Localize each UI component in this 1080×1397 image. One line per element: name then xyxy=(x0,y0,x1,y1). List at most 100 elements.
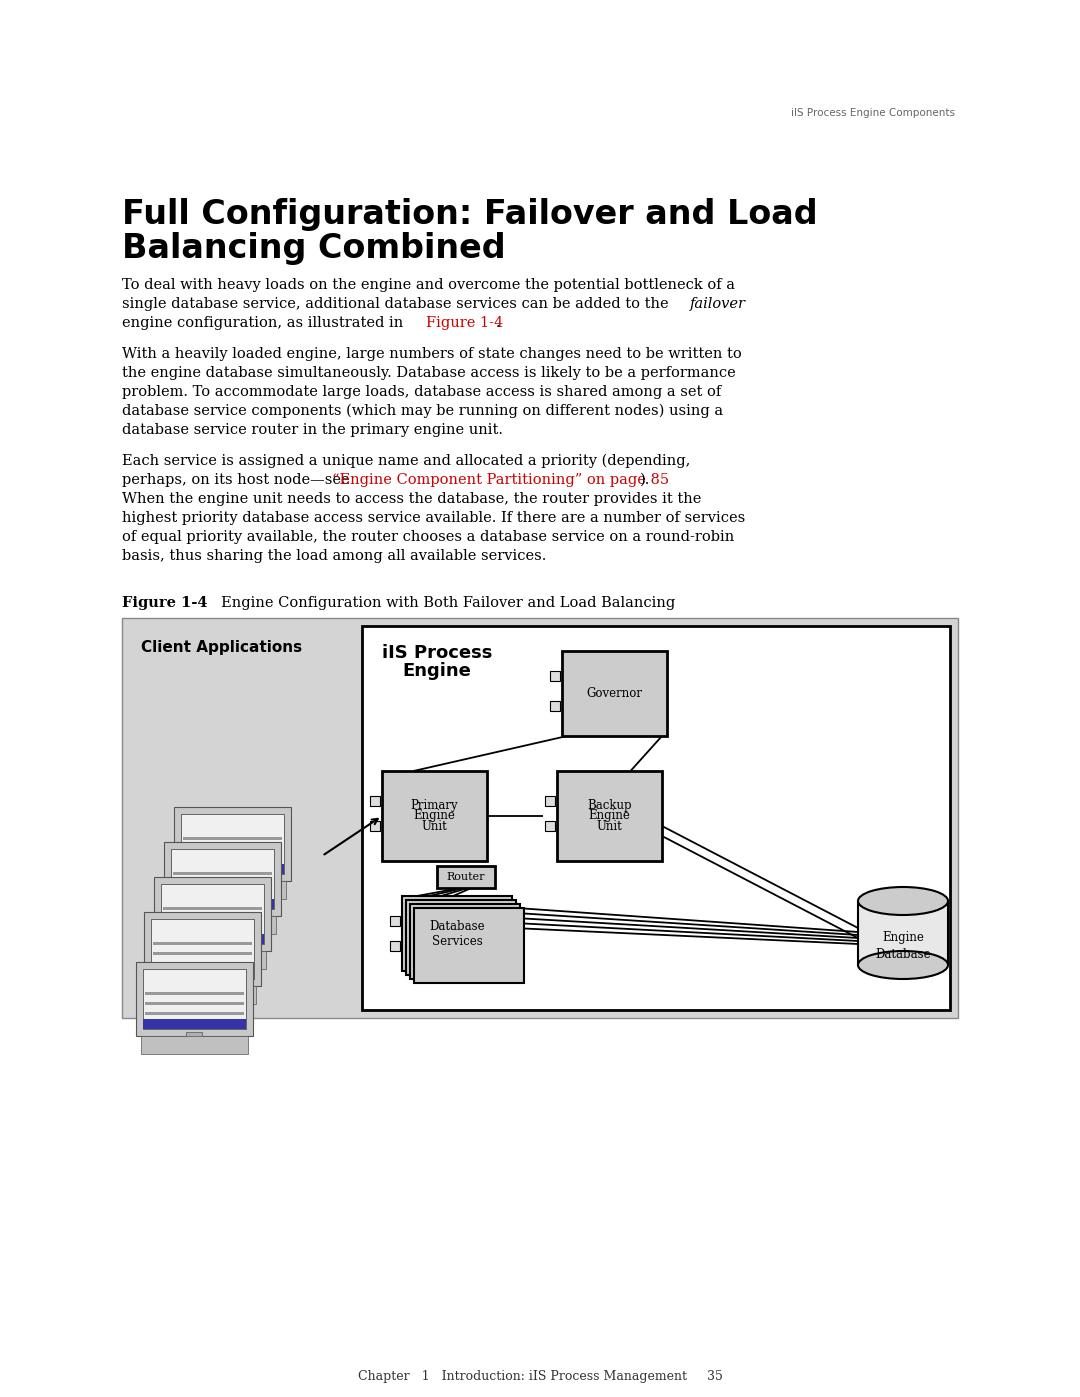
FancyBboxPatch shape xyxy=(164,842,281,916)
FancyBboxPatch shape xyxy=(562,651,667,736)
FancyBboxPatch shape xyxy=(181,863,284,875)
Text: the engine database simultaneously. Database access is likely to be a performanc: the engine database simultaneously. Data… xyxy=(122,366,735,380)
FancyBboxPatch shape xyxy=(163,916,262,921)
FancyBboxPatch shape xyxy=(149,986,256,1004)
FancyBboxPatch shape xyxy=(161,884,264,944)
Text: Chapter   1   Introduction: iIS Process Management     35: Chapter 1 Introduction: iIS Process Mana… xyxy=(357,1370,723,1383)
Text: Balancing Combined: Balancing Combined xyxy=(122,232,505,265)
Text: Each service is assigned a unique name and allocated a priority (depending,: Each service is assigned a unique name a… xyxy=(122,454,690,468)
FancyBboxPatch shape xyxy=(183,837,282,840)
Text: Engine: Engine xyxy=(414,809,456,823)
Text: “Engine Component Partitioning” on page 85: “Engine Component Partitioning” on page … xyxy=(332,474,670,488)
FancyBboxPatch shape xyxy=(183,856,282,861)
FancyBboxPatch shape xyxy=(181,814,284,875)
FancyBboxPatch shape xyxy=(161,935,264,944)
FancyBboxPatch shape xyxy=(136,963,253,1037)
FancyBboxPatch shape xyxy=(145,1011,244,1016)
FancyBboxPatch shape xyxy=(406,900,516,975)
FancyBboxPatch shape xyxy=(153,942,252,944)
FancyBboxPatch shape xyxy=(390,942,400,951)
FancyBboxPatch shape xyxy=(151,919,254,979)
Text: Client Applications: Client Applications xyxy=(141,640,302,655)
Text: Full Configuration: Failover and Load: Full Configuration: Failover and Load xyxy=(122,198,818,231)
Text: database service router in the primary engine unit.: database service router in the primary e… xyxy=(122,423,503,437)
FancyBboxPatch shape xyxy=(153,963,252,965)
Text: When the engine unit needs to access the database, the router provides it the: When the engine unit needs to access the… xyxy=(122,492,701,506)
Text: problem. To accommodate large loads, database access is shared among a set of: problem. To accommodate large loads, dat… xyxy=(122,386,721,400)
Text: .: . xyxy=(496,316,501,330)
FancyBboxPatch shape xyxy=(362,626,950,1010)
Text: Unit: Unit xyxy=(596,820,622,833)
FancyBboxPatch shape xyxy=(557,771,662,861)
FancyBboxPatch shape xyxy=(550,671,561,680)
Text: basis, thus sharing the load among all available services.: basis, thus sharing the load among all a… xyxy=(122,549,546,563)
Text: Unit: Unit xyxy=(421,820,447,833)
Text: Backup: Backup xyxy=(588,799,632,812)
FancyBboxPatch shape xyxy=(183,847,282,849)
FancyBboxPatch shape xyxy=(194,982,210,990)
Text: highest priority database access service available. If there are a number of ser: highest priority database access service… xyxy=(122,511,745,525)
Text: ).: ). xyxy=(640,474,650,488)
Text: Engine: Engine xyxy=(403,662,472,680)
FancyBboxPatch shape xyxy=(141,1037,248,1053)
FancyBboxPatch shape xyxy=(154,877,271,951)
FancyBboxPatch shape xyxy=(370,821,380,831)
Text: Engine: Engine xyxy=(589,809,631,823)
FancyBboxPatch shape xyxy=(163,928,262,930)
FancyBboxPatch shape xyxy=(437,866,495,888)
Text: Engine: Engine xyxy=(882,932,923,944)
FancyBboxPatch shape xyxy=(143,1018,246,1030)
FancyBboxPatch shape xyxy=(163,907,262,909)
FancyBboxPatch shape xyxy=(145,992,244,995)
Ellipse shape xyxy=(858,887,948,915)
FancyBboxPatch shape xyxy=(370,796,380,806)
Text: Services: Services xyxy=(432,935,483,949)
FancyBboxPatch shape xyxy=(153,951,252,956)
Text: database service components (which may be running on different nodes) using a: database service components (which may b… xyxy=(122,404,724,418)
FancyBboxPatch shape xyxy=(174,807,291,882)
Text: engine configuration, as illustrated in: engine configuration, as illustrated in xyxy=(122,316,408,330)
Text: Primary: Primary xyxy=(410,799,458,812)
FancyBboxPatch shape xyxy=(414,908,524,983)
FancyBboxPatch shape xyxy=(214,912,230,921)
FancyBboxPatch shape xyxy=(179,882,286,900)
FancyBboxPatch shape xyxy=(159,951,266,970)
FancyBboxPatch shape xyxy=(858,901,948,965)
Text: perhaps, on its host node—see: perhaps, on its host node—see xyxy=(122,474,354,488)
Text: With a heavily loaded engine, large numbers of state changes need to be written : With a heavily loaded engine, large numb… xyxy=(122,346,742,360)
Text: failover: failover xyxy=(690,298,746,312)
Ellipse shape xyxy=(858,951,948,979)
FancyBboxPatch shape xyxy=(144,912,261,986)
Text: Engine Configuration with Both Failover and Load Balancing: Engine Configuration with Both Failover … xyxy=(198,597,675,610)
FancyBboxPatch shape xyxy=(545,796,555,806)
FancyBboxPatch shape xyxy=(151,970,254,979)
FancyBboxPatch shape xyxy=(382,771,487,861)
FancyBboxPatch shape xyxy=(173,893,272,895)
FancyBboxPatch shape xyxy=(122,617,958,1018)
Text: Governor: Governor xyxy=(586,687,643,700)
FancyBboxPatch shape xyxy=(186,1032,202,1039)
FancyBboxPatch shape xyxy=(168,916,276,935)
Text: Database: Database xyxy=(429,921,485,933)
Text: Database: Database xyxy=(875,949,931,961)
Text: single database service, additional database services can be added to the: single database service, additional data… xyxy=(122,298,673,312)
FancyBboxPatch shape xyxy=(224,877,240,886)
FancyBboxPatch shape xyxy=(402,895,512,971)
FancyBboxPatch shape xyxy=(410,904,519,979)
FancyBboxPatch shape xyxy=(545,821,555,831)
FancyBboxPatch shape xyxy=(173,872,272,875)
FancyBboxPatch shape xyxy=(390,916,400,926)
FancyBboxPatch shape xyxy=(171,849,274,909)
Text: Figure 1-4: Figure 1-4 xyxy=(122,597,207,610)
Text: Figure 1-4: Figure 1-4 xyxy=(426,316,503,330)
FancyBboxPatch shape xyxy=(145,1002,244,1004)
Text: iIS Process Engine Components: iIS Process Engine Components xyxy=(791,108,955,117)
Text: Router: Router xyxy=(447,872,485,882)
FancyBboxPatch shape xyxy=(143,970,246,1030)
Text: To deal with heavy loads on the engine and overcome the potential bottleneck of : To deal with heavy loads on the engine a… xyxy=(122,278,735,292)
FancyBboxPatch shape xyxy=(204,947,220,956)
FancyBboxPatch shape xyxy=(171,900,274,909)
Text: iIS Process: iIS Process xyxy=(382,644,492,662)
Text: of equal priority available, the router chooses a database service on a round-ro: of equal priority available, the router … xyxy=(122,529,734,543)
FancyBboxPatch shape xyxy=(173,882,272,886)
